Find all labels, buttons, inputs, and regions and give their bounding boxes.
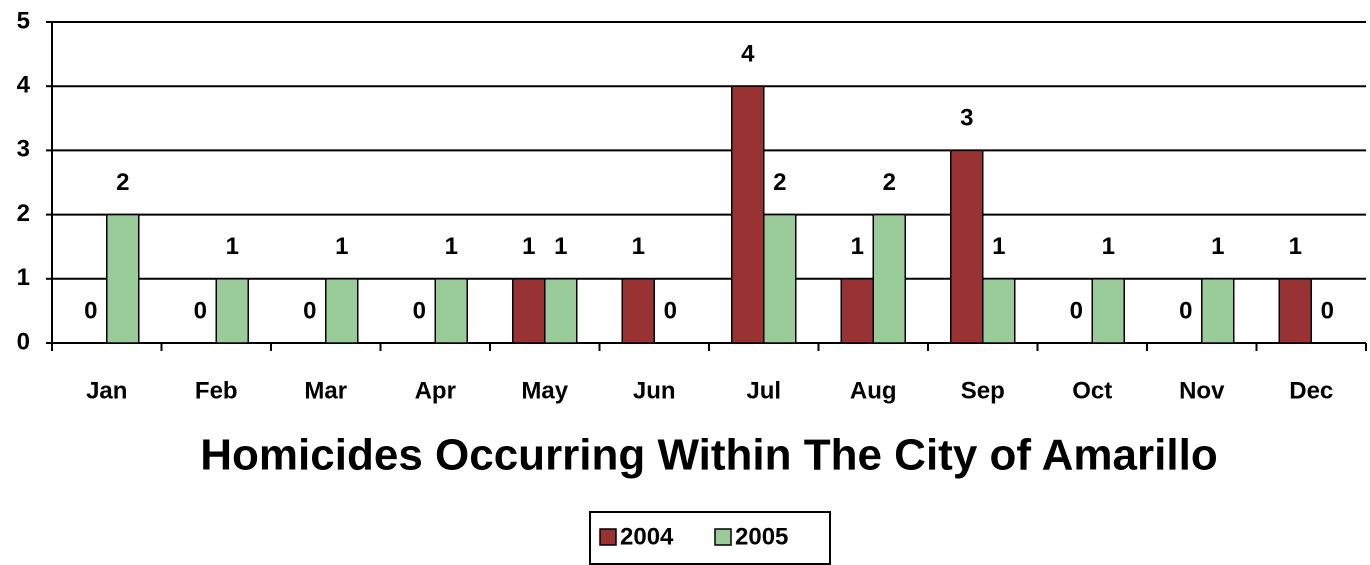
data-label: 1 <box>851 233 864 260</box>
data-label: 2 <box>116 169 129 196</box>
bar <box>1091 278 1125 344</box>
x-tick-label: Aug <box>850 377 897 404</box>
bar <box>840 278 874 344</box>
bar <box>1201 278 1235 344</box>
bar <box>544 278 578 344</box>
data-label: 4 <box>741 41 755 68</box>
data-label: 0 <box>1070 297 1083 324</box>
x-tick-label: Jun <box>633 377 676 404</box>
data-label: 0 <box>194 297 207 324</box>
bar <box>982 278 1016 344</box>
y-tick-label: 5 <box>17 7 30 34</box>
x-tick-label: Feb <box>195 377 238 404</box>
legend-label: 2004 <box>620 523 674 550</box>
data-label: 1 <box>522 233 535 260</box>
bar <box>621 278 655 344</box>
x-tick-label: Apr <box>415 377 456 404</box>
x-tick-label: Jul <box>746 377 781 404</box>
x-tick-label: May <box>521 377 568 404</box>
data-label: 0 <box>1179 297 1192 324</box>
legend-swatch <box>599 528 617 546</box>
bar <box>763 213 797 344</box>
data-label: 1 <box>632 233 645 260</box>
data-label: 0 <box>1321 297 1334 324</box>
data-label: 1 <box>554 233 567 260</box>
data-label: 2 <box>883 169 896 196</box>
chart-title: Homicides Occurring Within The City of A… <box>200 431 1217 480</box>
data-label: 1 <box>1102 233 1115 260</box>
bar <box>1278 278 1312 344</box>
y-tick-label: 2 <box>17 200 30 227</box>
y-tick-label: 0 <box>17 328 30 355</box>
x-tick-label: Oct <box>1072 377 1112 404</box>
data-label: 1 <box>226 233 239 260</box>
data-label: 1 <box>445 233 458 260</box>
legend-swatch <box>714 528 732 546</box>
bar <box>950 149 984 344</box>
bar <box>106 213 140 344</box>
data-label: 0 <box>664 297 677 324</box>
bar <box>434 278 468 344</box>
data-label: 3 <box>960 105 973 132</box>
legend-label: 2005 <box>735 523 788 550</box>
data-label: 0 <box>303 297 316 324</box>
data-label: 2 <box>773 169 786 196</box>
bar <box>215 278 249 344</box>
data-label: 1 <box>1211 233 1224 260</box>
data-label: 1 <box>992 233 1005 260</box>
data-label: 1 <box>335 233 348 260</box>
data-label: 1 <box>1289 233 1302 260</box>
x-tick-label: Dec <box>1289 377 1333 404</box>
x-tick-label: Mar <box>304 377 347 404</box>
legend-box <box>589 511 831 565</box>
x-tick-label: Nov <box>1179 377 1225 404</box>
bar <box>872 213 906 344</box>
bar <box>731 85 765 344</box>
x-tick-label: Sep <box>961 377 1005 404</box>
x-tick-label: Jan <box>86 377 127 404</box>
y-tick-label: 1 <box>17 264 30 291</box>
y-tick-label: 4 <box>17 72 31 99</box>
bar <box>512 278 546 344</box>
y-tick-label: 3 <box>17 136 30 163</box>
bar <box>325 278 359 344</box>
data-label: 0 <box>413 297 426 324</box>
data-label: 0 <box>84 297 97 324</box>
